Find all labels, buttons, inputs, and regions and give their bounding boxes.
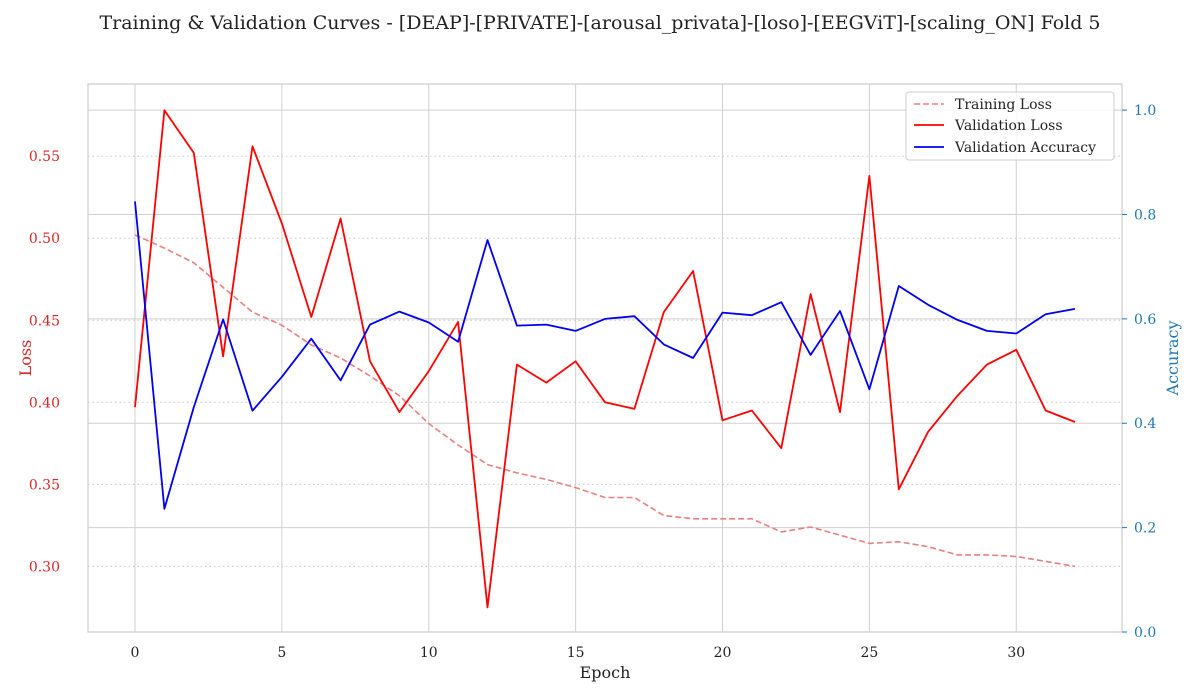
legend-label-validation-accuracy: Validation Accuracy: [954, 140, 1096, 156]
series-line-validation-accuracy: [134, 201, 1076, 510]
y-left-tick-label: 0.55: [29, 149, 60, 165]
y-left-tick-label: 0.50: [29, 231, 60, 247]
y-axis-right-label: Accuracy: [1163, 321, 1182, 397]
series-line-validation-loss: [134, 109, 1076, 609]
y-left-tick-label: 0.40: [29, 395, 60, 411]
grid: [88, 84, 1122, 633]
legend: Training Loss Validation Loss Validation…: [905, 91, 1115, 161]
y-right-tick-label: 0.2: [1134, 521, 1156, 537]
x-tick-label: 30: [1007, 645, 1025, 661]
y-right-tick-label: 0.0: [1134, 625, 1156, 641]
y-left-tick-label: 0.30: [29, 559, 60, 575]
ticks: 0 5 10 15 20 25 30 0.30 0.35 0.40 0.45 0.50 0.55 0.0 0…: [29, 103, 1157, 661]
legend-label-training-loss: Training Loss: [955, 97, 1052, 113]
x-tick-label: 10: [420, 645, 438, 661]
x-tick-label: 25: [860, 645, 878, 661]
y-right-tick-label: 1.0: [1134, 103, 1156, 119]
y-axis-left-label: Loss: [16, 340, 35, 377]
x-tick-label: 0: [131, 645, 140, 661]
y-right-tick-label: 0.8: [1134, 207, 1156, 223]
x-tick-label: 5: [277, 645, 286, 661]
plot-frame: [87, 83, 1123, 633]
series-line-training-loss: [134, 234, 1076, 568]
series-layer: [134, 109, 1076, 609]
y-right-tick-label: 0.6: [1134, 312, 1156, 328]
x-tick-label: 20: [714, 645, 732, 661]
y-left-tick-label: 0.45: [29, 313, 60, 329]
y-right-tick-label: 0.4: [1134, 416, 1156, 432]
x-tick-label: 15: [567, 645, 585, 661]
y-left-tick-label: 0.35: [29, 477, 60, 493]
legend-box: [905, 91, 1115, 161]
legend-label-validation-loss: Validation Loss: [954, 118, 1063, 134]
x-axis-label: Epoch: [580, 663, 631, 682]
chart-title: Training & Validation Curves - [DEAP]-[P…: [99, 12, 1100, 34]
